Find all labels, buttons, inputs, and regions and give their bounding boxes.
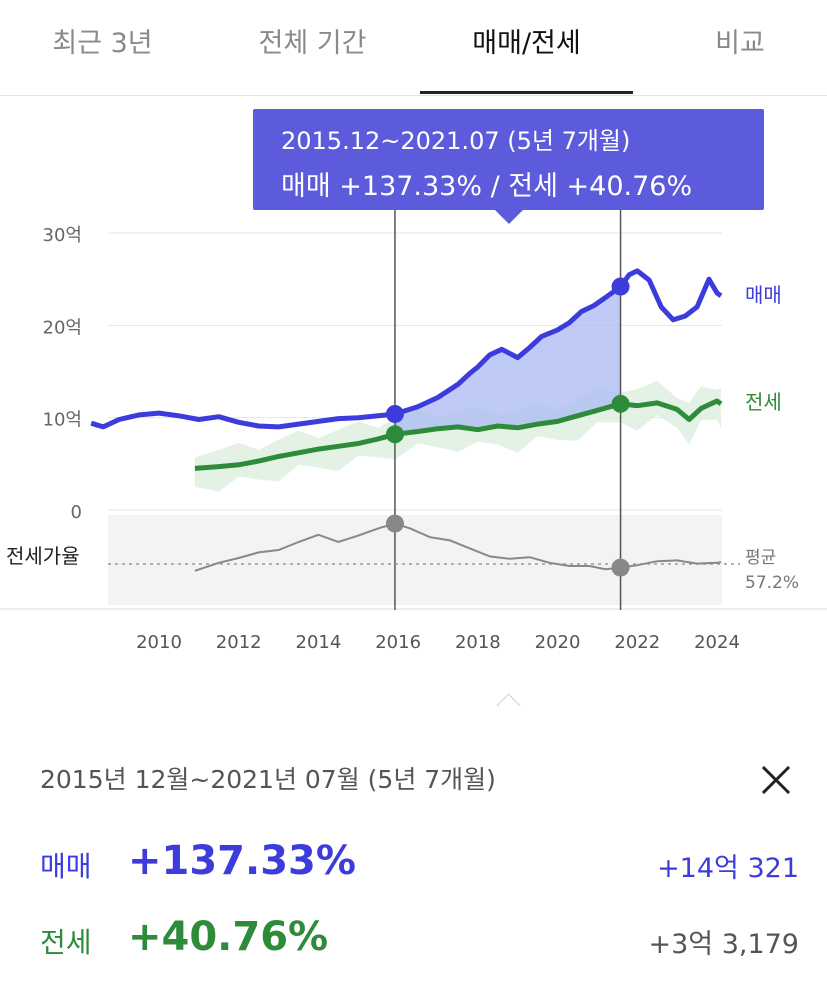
- average-label: 평균: [745, 548, 776, 568]
- ratio-label-background: [0, 538, 98, 570]
- ratio-line: [194, 522, 722, 572]
- close-button[interactable]: [756, 760, 796, 800]
- x-tick-label: 2022: [614, 632, 660, 653]
- jeonse-marker: [385, 425, 404, 444]
- y-tick-label: 0: [71, 502, 82, 523]
- jeonse-marker: [611, 394, 630, 413]
- close-icon: [761, 765, 791, 795]
- y-tick-label: 10억: [43, 410, 82, 431]
- tab-bar: 최근 3년 전체 기간 매매/전세 비교: [0, 0, 827, 96]
- price-chart[interactable]: 0 10억 20억 30억 2010 2012 2014 2016 2018 2020 2022 2…: [0, 96, 827, 676]
- y-tick-label: 30억: [43, 225, 82, 246]
- jeonse-row-label: 전세: [40, 926, 92, 959]
- active-tab-indicator: [420, 91, 633, 94]
- tooltip-pointer: [495, 210, 523, 224]
- x-tick-label: 2018: [455, 632, 501, 653]
- x-tick-label: 2014: [296, 632, 342, 653]
- tooltip-changes: 매매 +137.33% / 전세 +40.76%: [281, 171, 693, 202]
- sale-row-percent: +137.33%: [128, 838, 356, 884]
- summary-period: 2015년 12월~2021년 07월 (5년 7개월): [40, 765, 496, 794]
- y-tick-label: 20억: [43, 317, 82, 338]
- tab-sale-jeonse[interactable]: 매매/전세: [472, 28, 581, 59]
- ratio-marker: [385, 514, 404, 533]
- average-value: 57.2%: [745, 573, 799, 593]
- ratio-band-label: 전세가율: [6, 544, 80, 568]
- tab-all-period[interactable]: 전체 기간: [258, 28, 367, 59]
- x-tick-label: 2024: [694, 632, 740, 653]
- collapse-caret-icon[interactable]: [496, 693, 521, 718]
- tab-recent-3y[interactable]: 최근 3년: [52, 28, 153, 59]
- sale-series-label: 매매: [745, 283, 782, 307]
- sale-row-label: 매매: [40, 850, 92, 883]
- x-tick-label: 2010: [136, 632, 182, 653]
- selection-fill: [394, 286, 621, 435]
- tooltip-period: 2015.12~2021.07 (5년 7개월): [281, 127, 631, 155]
- x-tick-label: 2016: [375, 632, 421, 653]
- sale-line: [90, 268, 723, 430]
- sale-row-amount: +14억 321: [657, 853, 799, 884]
- ratio-band-background: [108, 515, 722, 605]
- selection-tooltip: 2015.12~2021.07 (5년 7개월) 매매 +137.33% / 전…: [253, 109, 764, 210]
- jeonse-line: [194, 398, 723, 471]
- tab-compare[interactable]: 비교: [715, 28, 765, 59]
- x-tick-label: 2020: [535, 632, 581, 653]
- jeonse-series-label: 전세: [745, 390, 782, 414]
- sale-marker: [611, 277, 630, 296]
- jeonse-row-amount: +3억 3,179: [648, 929, 799, 960]
- sale-marker: [385, 404, 404, 423]
- ratio-marker: [611, 558, 630, 577]
- x-tick-label: 2012: [216, 632, 262, 653]
- jeonse-row-percent: +40.76%: [128, 914, 329, 960]
